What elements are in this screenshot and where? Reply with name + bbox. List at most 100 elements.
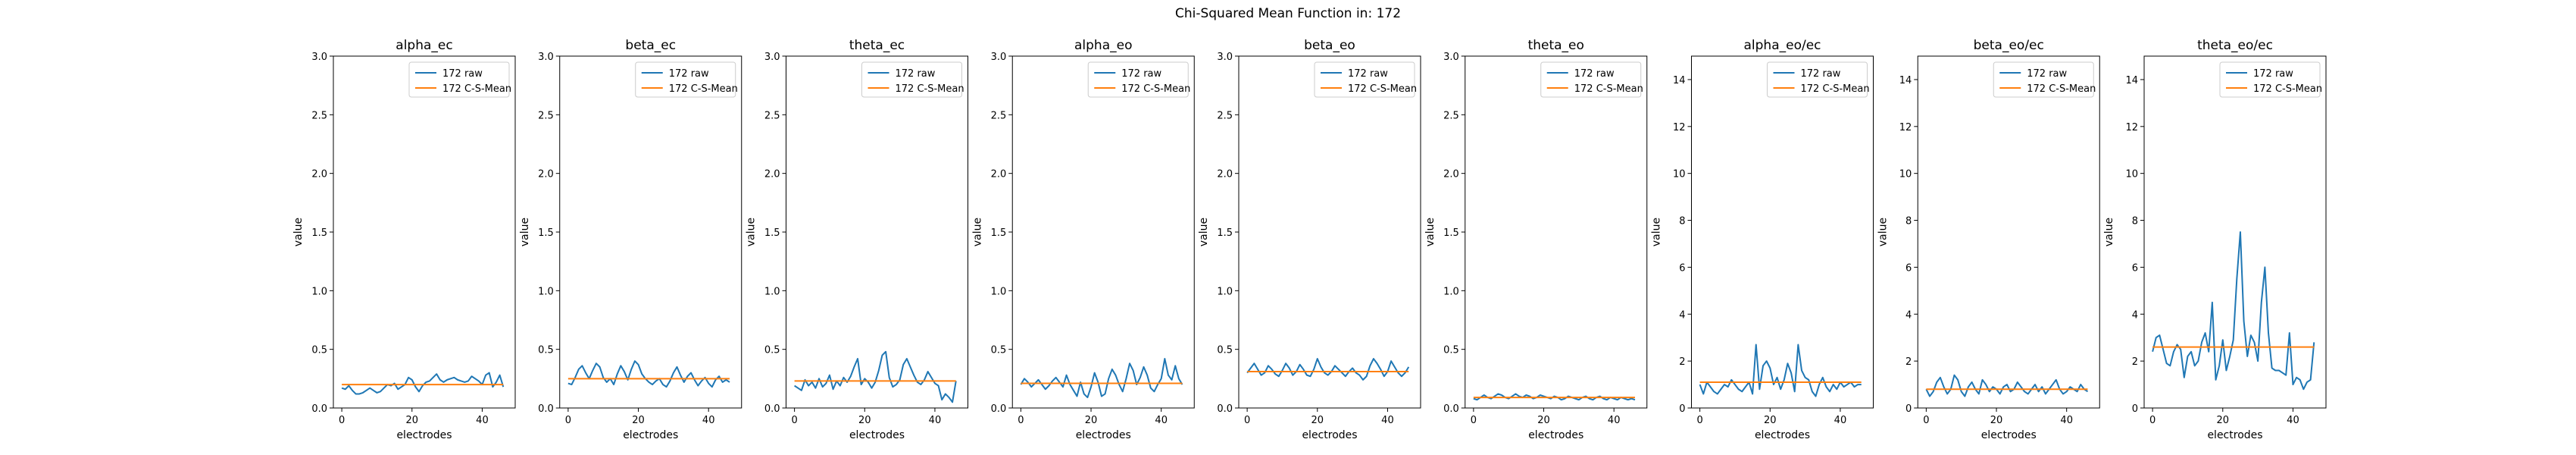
x-tick-label: 20 bbox=[1537, 415, 1550, 426]
plot-frame bbox=[333, 55, 516, 409]
x-tick-label: 40 bbox=[1834, 415, 1847, 426]
y-tick-label: 4 bbox=[1905, 309, 1912, 321]
y-tick-label: 1.0 bbox=[1217, 286, 1233, 297]
y-tick-label: 0.0 bbox=[764, 403, 780, 415]
legend-entry: 172 raw bbox=[669, 68, 709, 80]
legend: 172 raw 172 C-S-Mean bbox=[1087, 61, 1190, 98]
plot-frame bbox=[1465, 55, 1648, 409]
y-tick-label: 2.5 bbox=[1443, 110, 1459, 121]
y-axis-label: value bbox=[292, 218, 305, 246]
legend-entry: 172 C-S-Mean bbox=[1121, 83, 1190, 95]
legend: 172 raw 172 C-S-Mean bbox=[1767, 61, 1870, 98]
y-tick-label: 8 bbox=[1905, 216, 1912, 228]
y-tick-label: 8 bbox=[2132, 216, 2138, 228]
y-tick-label: 2 bbox=[1679, 356, 1685, 368]
y-tick-label: 1.5 bbox=[311, 228, 327, 239]
y-tick-label: 10 bbox=[1899, 169, 1912, 180]
x-tick-label: 20 bbox=[2217, 415, 2230, 426]
x-tick-label: 0 bbox=[339, 415, 345, 426]
plot-frame bbox=[786, 55, 968, 409]
y-tick-label: 1.5 bbox=[991, 228, 1007, 239]
y-tick-label: 2.5 bbox=[991, 110, 1007, 121]
y-tick-label: 0.0 bbox=[1217, 403, 1233, 415]
y-tick-label: 2 bbox=[1905, 356, 1912, 368]
y-tick-label: 3.0 bbox=[311, 52, 327, 63]
legend: 172 raw 172 C-S-Mean bbox=[1993, 61, 2096, 98]
series-line-raw bbox=[1925, 374, 2089, 397]
y-tick-label: 0.0 bbox=[1443, 403, 1459, 415]
x-tick-label: 40 bbox=[2287, 415, 2299, 426]
x-axis-label: electrodes bbox=[1528, 429, 1583, 441]
y-tick-label: 1.5 bbox=[1443, 228, 1459, 239]
x-axis-label: electrodes bbox=[849, 429, 905, 441]
y-tick-label: 12 bbox=[1899, 122, 1912, 133]
y-tick-label: 0.0 bbox=[991, 403, 1007, 415]
subplot-title: theta_eo/ec bbox=[2197, 38, 2273, 53]
y-tick-label: 4 bbox=[2132, 309, 2138, 321]
legend-entry: 172 C-S-Mean bbox=[2027, 83, 2096, 95]
y-tick-label: 10 bbox=[1673, 169, 1686, 180]
subplot-4: alpha_eo 0.0 0.5 1.0 1.5 2.0 2.5 3.0 0 20 40 electr… bbox=[971, 38, 1195, 441]
legend-entry: 172 raw bbox=[1801, 68, 1841, 80]
subplot-title: beta_ec bbox=[625, 38, 676, 53]
y-tick-label: 0.5 bbox=[1217, 345, 1233, 356]
subplot-8: beta_eo/ec 0 2 4 6 8 10 12 14 0 20 40 electrodes valu… bbox=[1877, 38, 2100, 441]
y-tick-label: 1.5 bbox=[764, 228, 780, 239]
subplot-7: alpha_eo/ec 0 2 4 6 8 10 12 14 0 20 40 electrodes val… bbox=[1651, 38, 1874, 441]
y-axis-label: value bbox=[971, 218, 983, 246]
y-axis-label: value bbox=[1877, 218, 1889, 246]
y-tick-label: 3.0 bbox=[1443, 52, 1459, 63]
legend: 172 raw 172 C-S-Mean bbox=[408, 61, 511, 98]
y-tick-label: 2.0 bbox=[764, 169, 780, 180]
x-tick-label: 20 bbox=[858, 415, 871, 426]
x-tick-label: 20 bbox=[1311, 415, 1324, 426]
figure-title: Chi-Squared Mean Function in: 172 bbox=[1174, 6, 1402, 21]
y-tick-label: 2.5 bbox=[764, 110, 780, 121]
legend-entry: 172 raw bbox=[1574, 68, 1615, 80]
x-tick-label: 20 bbox=[406, 415, 419, 426]
legend-entry: 172 C-S-Mean bbox=[669, 83, 738, 95]
legend: 172 raw 172 C-S-Mean bbox=[861, 61, 964, 98]
y-tick-label: 0 bbox=[2132, 403, 2138, 415]
plot-frame bbox=[1691, 55, 1874, 409]
y-tick-label: 1.0 bbox=[764, 286, 780, 297]
series-line-raw bbox=[1473, 393, 1636, 401]
y-tick-label: 4 bbox=[1679, 309, 1685, 321]
legend-entry: 172 C-S-Mean bbox=[442, 83, 511, 95]
x-axis-label: electrodes bbox=[2207, 429, 2262, 441]
x-axis-label: electrodes bbox=[396, 429, 452, 441]
series-line-raw bbox=[794, 350, 957, 403]
subplot-title: theta_eo bbox=[1528, 38, 1584, 53]
legend-entry: 172 raw bbox=[1121, 68, 1161, 80]
x-tick-label: 20 bbox=[632, 415, 645, 426]
y-tick-label: 0.5 bbox=[991, 345, 1007, 356]
y-tick-label: 2.5 bbox=[311, 110, 327, 121]
y-tick-label: 6 bbox=[1905, 262, 1912, 274]
subplot-3: theta_ec 0.0 0.5 1.0 1.5 2.0 2.5 3.0 0 20 40 electr… bbox=[746, 38, 968, 441]
plot-frame bbox=[559, 55, 742, 409]
y-tick-label: 0.5 bbox=[538, 345, 554, 356]
y-tick-label: 14 bbox=[1899, 75, 1912, 86]
plot-frame bbox=[1917, 55, 2100, 409]
x-tick-label: 20 bbox=[1764, 415, 1777, 426]
y-axis-label: value bbox=[1651, 218, 1663, 246]
y-tick-label: 8 bbox=[1679, 216, 1685, 228]
y-tick-label: 1.0 bbox=[991, 286, 1007, 297]
y-tick-label: 12 bbox=[1673, 122, 1686, 133]
subplot-title: beta_eo bbox=[1304, 38, 1355, 53]
legend-entry: 172 C-S-Mean bbox=[1348, 83, 1417, 95]
legend-entry: 172 C-S-Mean bbox=[896, 83, 964, 95]
x-tick-label: 40 bbox=[476, 415, 489, 426]
x-axis-label: electrodes bbox=[1981, 429, 2037, 441]
series-line-raw bbox=[567, 360, 730, 388]
legend-entry: 172 raw bbox=[896, 68, 936, 80]
y-tick-label: 0.5 bbox=[311, 345, 327, 356]
y-tick-label: 2.0 bbox=[1217, 169, 1233, 180]
subplot-title: alpha_eo/ec bbox=[1743, 38, 1821, 53]
series-line-raw bbox=[1246, 358, 1410, 381]
series-line-raw bbox=[341, 372, 505, 395]
y-tick-label: 3.0 bbox=[991, 52, 1007, 63]
legend: 172 raw 172 C-S-Mean bbox=[1314, 61, 1417, 98]
legend-entry: 172 C-S-Mean bbox=[1574, 83, 1643, 95]
legend-entry: 172 raw bbox=[2253, 68, 2293, 80]
